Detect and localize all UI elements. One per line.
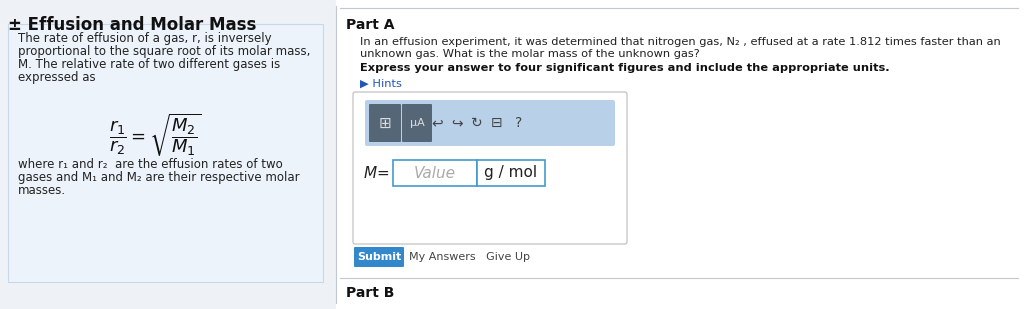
Text: M. The relative rate of two different gases is: M. The relative rate of two different ga… — [18, 58, 281, 71]
FancyBboxPatch shape — [365, 100, 615, 146]
Text: ↪: ↪ — [452, 116, 463, 130]
Bar — [336, 0, 1024, 309]
FancyBboxPatch shape — [353, 92, 627, 244]
Text: ⊟: ⊟ — [492, 116, 503, 130]
Text: ▶ Hints: ▶ Hints — [360, 79, 401, 89]
Bar — [477, 160, 545, 186]
FancyBboxPatch shape — [354, 247, 404, 267]
Text: gases and M₁ and M₂ are their respective molar: gases and M₁ and M₂ are their respective… — [18, 171, 300, 184]
Text: µA: µA — [410, 118, 424, 128]
Text: Submit: Submit — [357, 252, 401, 262]
Text: Value: Value — [414, 166, 456, 180]
Text: where r₁ and r₂  are the effusion rates of two: where r₁ and r₂ are the effusion rates o… — [18, 158, 283, 171]
Text: Part B: Part B — [346, 286, 394, 300]
Bar — [393, 160, 477, 186]
Text: ± Effusion and Molar Mass: ± Effusion and Molar Mass — [8, 16, 256, 34]
Text: Part A: Part A — [346, 18, 394, 32]
Text: Express your answer to four significant figures and include the appropriate unit: Express your answer to four significant … — [360, 63, 890, 73]
Text: proportional to the square root of its molar mass,: proportional to the square root of its m… — [18, 45, 310, 58]
Text: g / mol: g / mol — [484, 166, 538, 180]
Text: My Answers   Give Up: My Answers Give Up — [409, 252, 530, 262]
Text: ?: ? — [515, 116, 522, 130]
Text: $\dfrac{r_1}{r_2} = \sqrt{\dfrac{M_2}{M_1}}$: $\dfrac{r_1}{r_2} = \sqrt{\dfrac{M_2}{M_… — [109, 112, 202, 159]
Text: expressed as: expressed as — [18, 71, 95, 84]
FancyBboxPatch shape — [369, 104, 401, 142]
FancyBboxPatch shape — [8, 24, 323, 282]
Text: ⊞: ⊞ — [379, 116, 391, 130]
FancyBboxPatch shape — [402, 104, 432, 142]
Text: The rate of effusion of a gas, r, is inversely: The rate of effusion of a gas, r, is inv… — [18, 32, 271, 45]
Text: ↩: ↩ — [431, 116, 442, 130]
Text: unknown gas. What is the molar mass of the unknown gas?: unknown gas. What is the molar mass of t… — [360, 49, 699, 59]
Text: $M\!=\!$: $M\!=\!$ — [362, 165, 390, 181]
Text: masses.: masses. — [18, 184, 67, 197]
Text: In an effusion experiment, it was determined that nitrogen gas, N₂ , effused at : In an effusion experiment, it was determ… — [360, 37, 1000, 47]
Text: ↻: ↻ — [471, 116, 482, 130]
